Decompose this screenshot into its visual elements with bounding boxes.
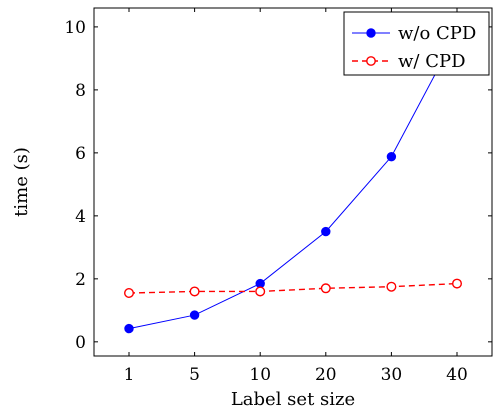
series-2-point xyxy=(189,286,200,297)
series-line-2 xyxy=(128,282,458,294)
x-tick-label: 30 xyxy=(381,365,403,385)
series-1-point xyxy=(189,310,200,320)
y-axis-title: time (s) xyxy=(11,147,32,217)
series-2-point xyxy=(123,288,134,299)
y-axis: 0 2 4 6 8 10 xyxy=(64,18,492,353)
series-line-1 xyxy=(128,32,458,330)
y-tick-label: 8 xyxy=(75,81,86,101)
x-tick-label: 40 xyxy=(446,365,468,385)
series-2-point xyxy=(452,278,463,289)
x-axis-title: Label set size xyxy=(231,389,355,410)
y-tick-label: 10 xyxy=(64,18,86,38)
series-1-point xyxy=(386,151,397,162)
y-tick-label: 2 xyxy=(75,270,86,290)
y-tick-label: 0 xyxy=(75,333,86,353)
x-tick-label: 20 xyxy=(315,365,337,385)
series-2-point xyxy=(255,286,266,297)
plot-area-frame xyxy=(93,7,493,357)
series-1-point xyxy=(321,226,331,237)
series-2-point xyxy=(320,283,331,294)
series-layer xyxy=(123,28,463,334)
series-1-point xyxy=(124,323,134,334)
x-tick-label: 5 xyxy=(189,365,200,385)
y-tick-label: 6 xyxy=(75,144,86,164)
x-axis: 1 5 10 20 30 40 xyxy=(124,8,468,385)
series-2-point xyxy=(386,281,397,292)
legend-marker-1 xyxy=(366,28,376,38)
legend-marker-2 xyxy=(366,56,376,66)
legend: w/o CPD w/ CPD xyxy=(343,11,490,76)
y-tick-label: 4 xyxy=(75,207,86,227)
x-tick-label: 10 xyxy=(249,365,271,385)
x-tick-label: 1 xyxy=(124,365,135,385)
legend-label-2: w/ CPD xyxy=(398,51,466,72)
legend-label-1: w/o CPD xyxy=(398,23,476,44)
